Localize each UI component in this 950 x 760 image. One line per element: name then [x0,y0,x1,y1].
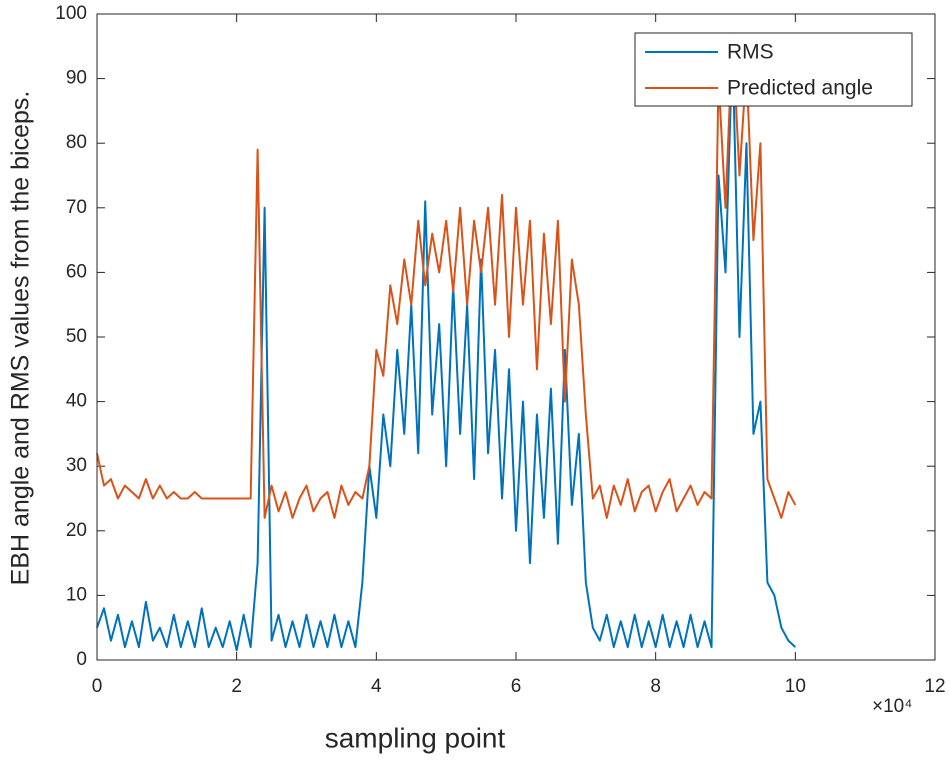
legend: RMS Predicted angle [634,32,913,107]
y-tick-label: 100 [55,3,87,24]
x-tick-label: 4 [371,676,382,697]
y-tick-label: 0 [76,649,87,670]
legend-box [634,32,913,107]
y-tick-label: 50 [66,326,87,347]
series-line [96,45,797,652]
x-tick-label: 12 [924,676,945,697]
x-exponent-label: ×10⁴ [872,696,912,717]
plot-area [97,14,935,660]
axes-box [96,13,936,661]
legend-label: Predicted angle [727,77,873,100]
legend-label: RMS [727,41,774,64]
y-tick-label: 80 [66,132,87,153]
x-tick-label: 8 [650,676,661,697]
y-tick-label: 30 [66,455,87,476]
x-tick-label: 0 [92,676,103,697]
x-tick-label: 2 [231,676,242,697]
y-tick-label: 60 [66,261,87,282]
x-tick-label: 6 [511,676,522,697]
y-tick-label: 10 [66,584,87,605]
x-axis-label: sampling point [325,722,506,753]
y-tick-label: 70 [66,197,87,218]
series-line [96,32,797,519]
x-tick-label: 10 [785,676,806,697]
y-tick-label: 40 [66,391,87,412]
y-axis-label: EBH angle and RMS values from the biceps… [7,91,35,586]
y-tick-label: 90 [66,68,87,89]
y-tick-label: 20 [66,520,87,541]
